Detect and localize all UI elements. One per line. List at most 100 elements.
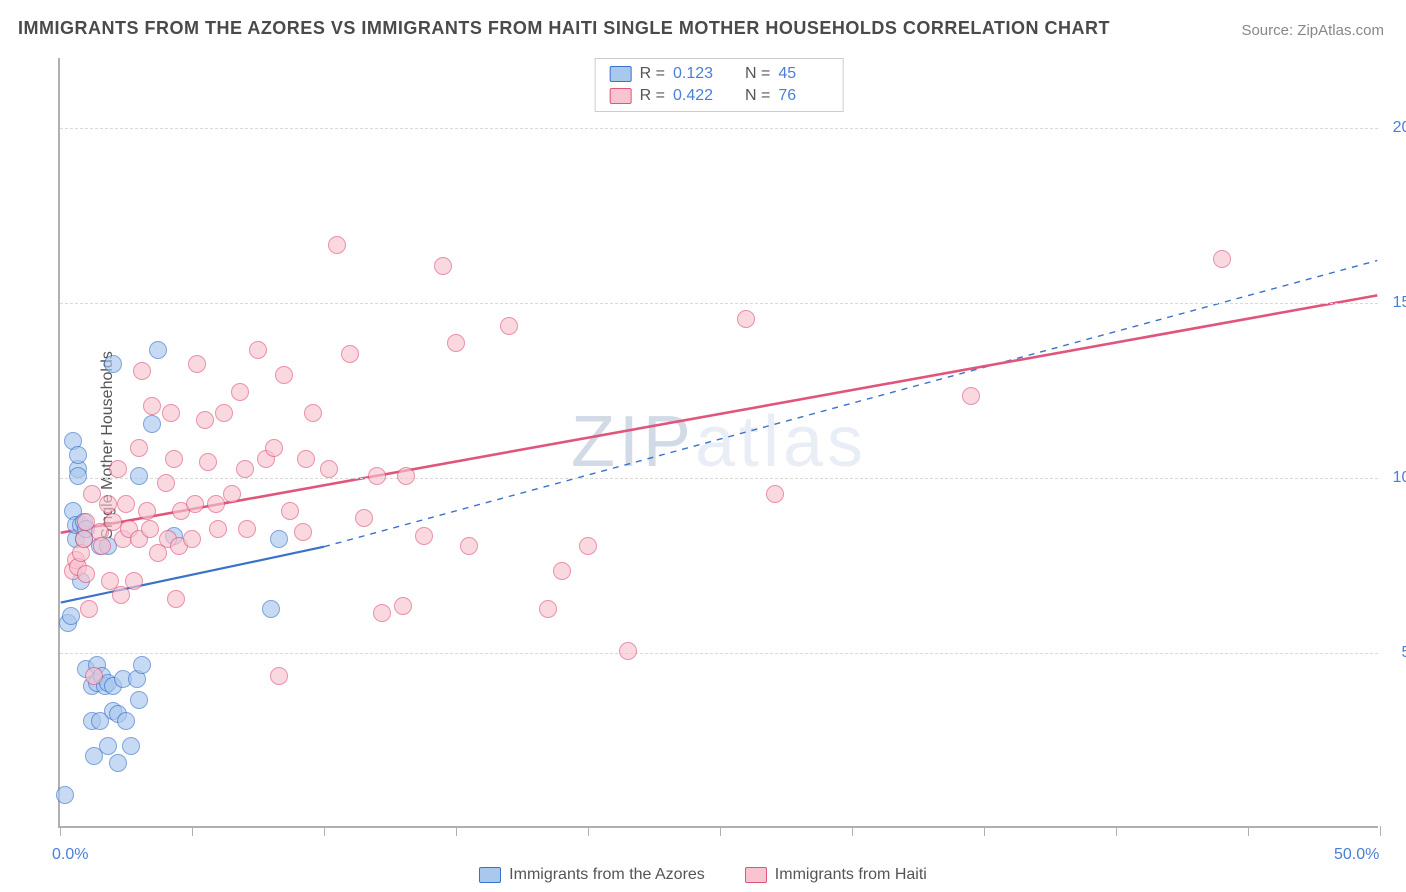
scatter-point-haiti [355,509,373,527]
plot-area: ZIPatlas R =0.123N =45R =0.422N =76 5.0%… [58,58,1378,828]
scatter-point-haiti [112,586,130,604]
scatter-point-haiti [138,502,156,520]
trend-line-haiti [61,295,1378,532]
scatter-point-azores [149,341,167,359]
scatter-point-haiti [109,460,127,478]
y-tick-label: 20.0% [1393,119,1406,137]
source-citation: Source: ZipAtlas.com [1241,22,1384,39]
x-tick [588,826,589,836]
scatter-point-haiti [125,572,143,590]
legend-stats-row-azores: R = 0.123 N = 45 [610,63,829,85]
r-value: 0.123 [673,65,723,83]
scatter-point-haiti [294,523,312,541]
scatter-point-haiti [304,404,322,422]
scatter-point-azores [133,656,151,674]
scatter-point-haiti [188,355,206,373]
scatter-point-haiti [397,467,415,485]
y-tick-label: 5.0% [1402,644,1406,662]
scatter-point-haiti [297,450,315,468]
scatter-point-haiti [373,604,391,622]
n-label: N = [745,65,770,83]
n-value: 45 [778,65,828,83]
y-tick-label: 15.0% [1393,294,1406,312]
gridline [60,653,1378,654]
scatter-point-haiti [447,334,465,352]
scatter-point-azores [117,712,135,730]
scatter-point-haiti [460,537,478,555]
x-tick [1380,826,1381,836]
scatter-point-haiti [85,667,103,685]
trend-line-azores [61,547,324,603]
scatter-point-haiti [275,366,293,384]
n-value: 76 [778,87,828,105]
x-tick [192,826,193,836]
plot-wrapper: Single Mother Households ZIPatlas R =0.1… [46,50,1390,840]
x-tick [1116,826,1117,836]
scatter-point-haiti [394,597,412,615]
scatter-point-azores [109,754,127,772]
scatter-point-haiti [141,520,159,538]
chart-title: IMMIGRANTS FROM THE AZORES VS IMMIGRANTS… [18,18,1110,39]
trend-lines-layer [60,58,1378,826]
scatter-point-haiti [99,495,117,513]
scatter-point-haiti [539,600,557,618]
scatter-point-haiti [93,537,111,555]
scatter-point-azores [104,355,122,373]
watermark: ZIPatlas [571,401,867,483]
scatter-point-azores [56,786,74,804]
legend-swatch [610,66,632,82]
scatter-point-haiti [117,495,135,513]
scatter-point-haiti [143,397,161,415]
legend-series: Immigrants from the Azores Immigrants fro… [0,866,1406,884]
scatter-point-azores [69,467,87,485]
scatter-point-haiti [281,502,299,520]
scatter-point-haiti [270,667,288,685]
scatter-point-haiti [434,257,452,275]
scatter-point-haiti [199,453,217,471]
scatter-point-haiti [196,411,214,429]
scatter-point-haiti [157,474,175,492]
scatter-point-haiti [766,485,784,503]
legend-label: Immigrants from Haiti [775,866,927,884]
scatter-point-azores [62,607,80,625]
y-tick-label: 10.0% [1393,469,1406,487]
scatter-point-haiti [162,404,180,422]
x-tick [720,826,721,836]
scatter-point-azores [99,737,117,755]
scatter-point-haiti [209,520,227,538]
scatter-point-azores [69,446,87,464]
scatter-point-haiti [962,387,980,405]
scatter-point-azores [130,691,148,709]
scatter-point-haiti [215,404,233,422]
scatter-point-haiti [341,345,359,363]
r-label: R = [640,87,665,105]
scatter-point-haiti [265,439,283,457]
legend-item-haiti: Immigrants from Haiti [745,866,927,884]
r-value: 0.422 [673,87,723,105]
gridline [60,303,1378,304]
scatter-point-haiti [236,460,254,478]
legend-swatch [610,88,632,104]
scatter-point-haiti [183,530,201,548]
x-tick [324,826,325,836]
scatter-point-haiti [186,495,204,513]
x-tick [60,826,61,836]
scatter-point-azores [130,467,148,485]
scatter-point-haiti [77,565,95,583]
scatter-point-haiti [579,537,597,555]
legend-stats: R =0.123N =45R =0.422N =76 [595,58,844,112]
scatter-point-haiti [133,362,151,380]
scatter-point-haiti [1213,250,1231,268]
scatter-point-azores [270,530,288,548]
legend-item-azores: Immigrants from the Azores [479,866,705,884]
scatter-point-haiti [619,642,637,660]
x-tick [984,826,985,836]
scatter-point-haiti [130,439,148,457]
x-tick [456,826,457,836]
scatter-point-azores [122,737,140,755]
scatter-point-haiti [320,460,338,478]
r-label: R = [640,65,665,83]
scatter-point-haiti [368,467,386,485]
scatter-point-haiti [231,383,249,401]
gridline [60,478,1378,479]
